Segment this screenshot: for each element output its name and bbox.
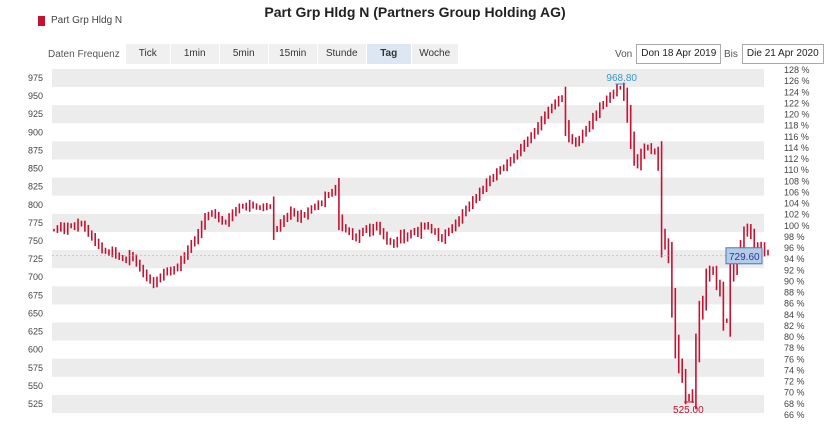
y-tick-label-right: 108 % bbox=[784, 176, 810, 186]
y-tick-label-right: 98 % bbox=[784, 232, 805, 242]
y-tick-label-right: 114 % bbox=[784, 143, 809, 153]
tab-tick[interactable]: Tick bbox=[125, 44, 170, 64]
y-tick-label-right: 104 % bbox=[784, 199, 810, 209]
y-tick-label-left: 625 bbox=[28, 327, 43, 337]
y-tick-label-left: 875 bbox=[28, 145, 43, 155]
high-label: 968.80 bbox=[606, 73, 637, 84]
legend-swatch bbox=[38, 15, 45, 26]
from-label: Von bbox=[615, 48, 633, 60]
y-axis-left: 975 950 925 900 875 850 825 800 775 750 725 700 675 6… bbox=[28, 73, 43, 409]
from-date-input[interactable]: Don 18 Apr 2019 bbox=[636, 44, 722, 64]
chart-title: Part Grp Hldg N (Partners Group Holding … bbox=[264, 4, 566, 20]
y-tick-label-left: 650 bbox=[28, 308, 43, 318]
y-axis-right: 128 %126 %124 %122 % 120 %118 %116 %114 %… bbox=[784, 65, 810, 420]
y-tick-label-left: 800 bbox=[28, 200, 43, 210]
grid-band bbox=[52, 141, 764, 160]
date-range-from: Von Don 18 Apr 2019 bbox=[615, 44, 722, 64]
tab-tag[interactable]: Tag bbox=[366, 44, 411, 64]
y-tick-label-right: 70 % bbox=[784, 388, 805, 398]
date-range-to: Bis Die 21 Apr 2020 bbox=[724, 44, 824, 64]
y-tick-label-right: 92 % bbox=[784, 265, 805, 275]
frequency-label: Daten Frequenz bbox=[48, 48, 120, 60]
to-label: Bis bbox=[724, 48, 738, 60]
y-tick-label-right: 100 % bbox=[784, 221, 810, 231]
grid-band bbox=[52, 250, 764, 269]
y-tick-label-left: 900 bbox=[28, 127, 43, 137]
y-tick-label-right: 116 % bbox=[784, 132, 809, 142]
y-tick-label-left: 725 bbox=[28, 254, 43, 264]
y-tick-label-right: 112 % bbox=[784, 154, 809, 164]
grid-band bbox=[52, 394, 764, 414]
low-label: 525.00 bbox=[673, 405, 704, 416]
y-tick-label-right: 74 % bbox=[784, 365, 805, 375]
y-tick-label-right: 94 % bbox=[784, 254, 805, 264]
y-tick-label-right: 118 % bbox=[784, 121, 809, 131]
y-tick-label-left: 950 bbox=[28, 91, 43, 101]
last-price-label: 729.60 bbox=[729, 252, 760, 263]
grid-band bbox=[52, 358, 764, 377]
y-tick-label-right: 88 % bbox=[784, 288, 805, 298]
tab-stunde[interactable]: Stunde bbox=[317, 44, 366, 64]
y-tick-label-left: 750 bbox=[28, 236, 43, 246]
y-tick-label-right: 86 % bbox=[784, 299, 805, 309]
grid-band bbox=[52, 177, 764, 196]
grid-band bbox=[52, 105, 764, 124]
to-date-input[interactable]: Die 21 Apr 2020 bbox=[741, 44, 824, 64]
y-tick-label-right: 84 % bbox=[784, 310, 805, 320]
grid-band bbox=[52, 68, 764, 88]
y-tick-label-right: 78 % bbox=[784, 343, 805, 353]
tab-woche[interactable]: Woche bbox=[411, 44, 458, 64]
y-tick-label-right: 122 % bbox=[784, 98, 810, 108]
ohlc-bars bbox=[53, 82, 769, 410]
y-tick-label-left: 525 bbox=[28, 399, 43, 409]
y-tick-label-right: 106 % bbox=[784, 187, 810, 197]
grid-band bbox=[52, 286, 764, 305]
legend-label: Part Grp Hldg N bbox=[51, 15, 123, 26]
tab-5min[interactable]: 5min bbox=[219, 44, 268, 64]
y-tick-label-right: 76 % bbox=[784, 354, 805, 364]
y-tick-label-right: 68 % bbox=[784, 399, 805, 409]
grid-bands bbox=[52, 68, 764, 414]
grid-band bbox=[52, 213, 764, 232]
y-tick-label-right: 90 % bbox=[784, 276, 805, 286]
y-tick-label-right: 128 % bbox=[784, 65, 810, 75]
y-tick-label-right: 124 % bbox=[784, 87, 810, 97]
y-tick-label-right: 126 % bbox=[784, 76, 810, 86]
y-tick-label-right: 82 % bbox=[784, 321, 805, 331]
grid-band bbox=[52, 322, 764, 341]
y-tick-label-left: 925 bbox=[28, 109, 43, 119]
price-annotations: 968.80 525.00 729.60 bbox=[52, 73, 763, 416]
y-tick-label-right: 80 % bbox=[784, 332, 805, 342]
y-tick-label-left: 975 bbox=[28, 73, 43, 83]
y-tick-label-right: 110 % bbox=[784, 165, 809, 175]
y-tick-label-right: 102 % bbox=[784, 210, 810, 220]
y-tick-label-left: 850 bbox=[28, 164, 43, 174]
y-tick-label-right: 66 % bbox=[784, 410, 805, 420]
y-tick-label-right: 72 % bbox=[784, 377, 805, 387]
y-tick-label-right: 120 % bbox=[784, 110, 810, 120]
y-tick-label-left: 700 bbox=[28, 272, 43, 282]
frequency-toolbar: Daten Frequenz Tick 1min 5min 15min Stun… bbox=[48, 44, 459, 64]
y-tick-label-left: 675 bbox=[28, 290, 43, 300]
y-tick-label-right: 96 % bbox=[784, 243, 805, 253]
y-tick-label-left: 775 bbox=[28, 218, 43, 228]
y-tick-label-left: 825 bbox=[28, 182, 43, 192]
legend: Part Grp Hldg N bbox=[38, 15, 122, 26]
y-tick-label-left: 600 bbox=[28, 345, 43, 355]
tab-1min[interactable]: 1min bbox=[170, 44, 219, 64]
y-tick-label-left: 550 bbox=[28, 381, 43, 391]
y-tick-label-left: 575 bbox=[28, 363, 43, 373]
tab-15min[interactable]: 15min bbox=[268, 44, 317, 64]
last-price-box bbox=[725, 247, 763, 265]
